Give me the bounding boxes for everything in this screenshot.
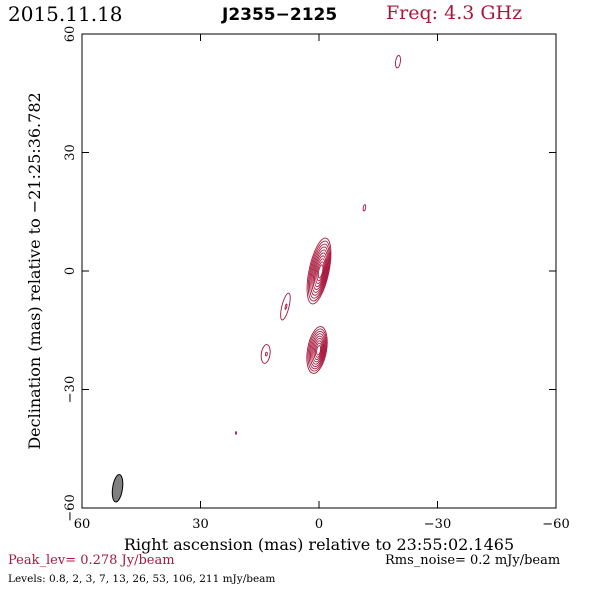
contour-core-level-1: [306, 237, 332, 305]
contour-spot-level-1: [235, 431, 237, 435]
contour-levels: Levels: 0.8, 2, 3, 7, 13, 26, 53, 106, 2…: [8, 573, 276, 585]
x-tick-label: 0: [315, 517, 323, 532]
contour-jet-2-level-1: [260, 344, 271, 364]
y-tick-label: 30: [63, 144, 78, 161]
peak-level: Peak_lev= 0.278 Jy/beam: [8, 553, 175, 568]
contour-south-level-1: [306, 326, 328, 374]
contour-south-level-4: [310, 333, 326, 367]
x-axis-label: Right ascension (mas) relative to 23:55:…: [124, 535, 514, 554]
contour-core-level-2: [307, 240, 331, 302]
contour-core-level-9: [316, 261, 325, 282]
contour-south-level-5: [311, 335, 325, 365]
contour-core-level-5: [311, 249, 328, 293]
contour-knot-ne-level-1: [395, 54, 401, 69]
restoring-beam: [111, 474, 124, 503]
contour-south-level-2: [307, 328, 327, 372]
y-tick-label: −30: [63, 376, 78, 403]
contour-south-level-3: [308, 330, 327, 370]
contour-core-level-3: [309, 243, 330, 299]
contour-south-level-6: [312, 338, 324, 363]
rms-noise: Rms_noise= 0.2 mJy/beam: [385, 553, 561, 568]
x-tick-label: −30: [424, 517, 451, 532]
x-tick-label: 30: [192, 517, 209, 532]
contour-south-level-7: [313, 340, 323, 361]
y-tick-label: −60: [63, 494, 78, 521]
source-name: J2355−2125: [222, 5, 338, 25]
y-tick-label: 60: [63, 26, 78, 43]
contour-core-level-4: [310, 246, 329, 296]
contour-core-level-6: [312, 252, 327, 290]
contour-core-level-7: [314, 255, 327, 288]
contour-knot-e-level-1: [362, 204, 367, 212]
y-axis-label: Declination (mas) relative to −21:25:36.…: [25, 92, 44, 449]
contour-jet-2-level-2: [265, 351, 268, 357]
contour-core-level-8: [315, 258, 326, 285]
contour-jet-1-level-1: [280, 292, 291, 321]
contour-south-level-8: [314, 342, 322, 358]
contour-south-level-9: [316, 345, 322, 356]
x-tick-label: −60: [542, 517, 569, 532]
contour-jet-1-level-2: [284, 303, 288, 310]
contour-core-level-10: [317, 264, 324, 279]
y-tick-label: 0: [63, 267, 78, 275]
frequency-label: Freq: 4.3 GHz: [386, 2, 523, 24]
epoch-date: 2015.11.18: [8, 2, 123, 26]
x-tick-label: 60: [74, 517, 91, 532]
